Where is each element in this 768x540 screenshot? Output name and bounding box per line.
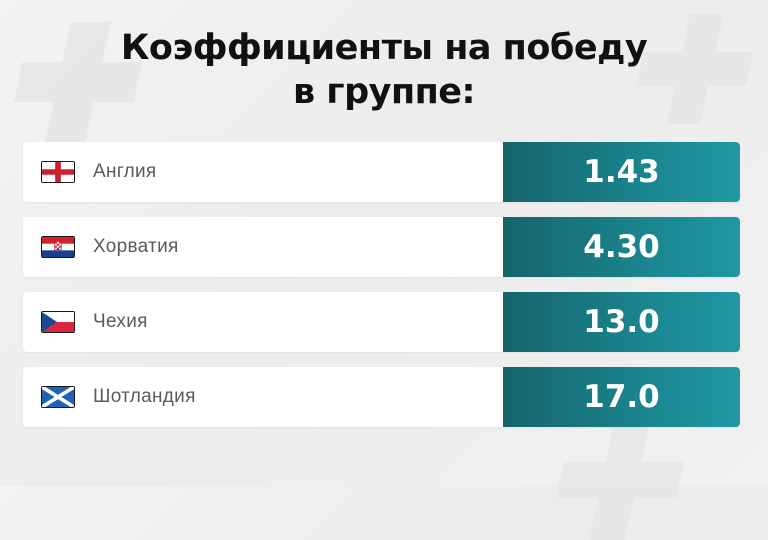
odds-value: 13.0 — [503, 292, 740, 352]
team-name: Хорватия — [93, 236, 179, 257]
odds-value: 17.0 — [503, 367, 740, 427]
team-row-scotland: Шотландия 17.0 — [23, 367, 740, 427]
team-name: Шотландия — [93, 386, 196, 407]
odds-list: Англия 1.43 Хорватия 4.30 — [23, 142, 740, 442]
title-line-1: Коэффициенты на победу — [120, 28, 648, 68]
odds-value: 4.30 — [503, 217, 740, 277]
czech-flag-icon — [41, 311, 75, 333]
team-row-england: Англия 1.43 — [23, 142, 740, 202]
team-name: Англия — [93, 161, 157, 182]
page-title: Коэффициенты на победу в группе: — [0, 26, 768, 114]
odds-value: 1.43 — [503, 142, 740, 202]
team-row-czech: Чехия 13.0 — [23, 292, 740, 352]
team-name: Чехия — [93, 311, 148, 332]
scotland-flag-icon — [41, 386, 75, 408]
croatia-flag-icon — [41, 236, 75, 258]
england-flag-icon — [41, 161, 75, 183]
team-row-croatia: Хорватия 4.30 — [23, 217, 740, 277]
title-line-2: в группе: — [292, 72, 476, 112]
